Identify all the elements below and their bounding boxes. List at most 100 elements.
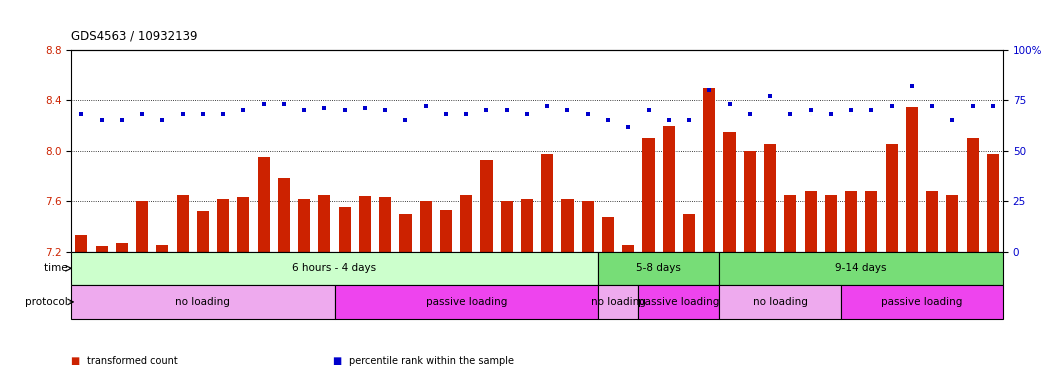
Bar xyxy=(764,144,776,252)
Bar xyxy=(258,157,270,252)
Bar xyxy=(966,138,979,252)
Point xyxy=(235,107,251,114)
Bar xyxy=(825,195,837,252)
Point xyxy=(73,111,90,118)
Point xyxy=(377,107,394,114)
Bar xyxy=(743,151,756,252)
Point xyxy=(539,103,556,109)
Bar xyxy=(987,154,999,252)
Bar xyxy=(804,191,817,252)
Text: no loading: no loading xyxy=(591,297,646,307)
Point xyxy=(620,124,637,130)
Bar xyxy=(886,144,897,252)
Bar xyxy=(723,132,736,252)
Bar xyxy=(420,201,431,252)
Text: no loading: no loading xyxy=(176,297,230,307)
Text: passive loading: passive loading xyxy=(882,297,962,307)
Bar xyxy=(481,159,492,252)
Bar xyxy=(460,195,472,252)
Bar xyxy=(906,107,918,252)
Point xyxy=(316,105,333,111)
Point xyxy=(964,103,981,109)
Text: 9-14 days: 9-14 days xyxy=(836,263,887,273)
Bar xyxy=(598,285,639,319)
Point xyxy=(761,93,778,99)
Point xyxy=(843,107,860,114)
Point xyxy=(884,103,900,109)
Text: percentile rank within the sample: percentile rank within the sample xyxy=(349,356,514,366)
Point xyxy=(458,111,474,118)
Point xyxy=(823,111,840,118)
Text: passive loading: passive loading xyxy=(425,297,507,307)
Text: ■: ■ xyxy=(333,356,346,366)
Bar xyxy=(598,252,719,285)
Bar xyxy=(639,285,719,319)
Bar xyxy=(379,197,392,252)
Point xyxy=(741,111,758,118)
Point xyxy=(984,103,1001,109)
Point xyxy=(255,101,272,108)
Point xyxy=(661,118,677,124)
Point xyxy=(498,107,515,114)
Point xyxy=(113,118,130,124)
Bar xyxy=(926,191,938,252)
Bar xyxy=(156,245,169,252)
Bar xyxy=(318,195,331,252)
Point xyxy=(802,107,819,114)
Bar xyxy=(946,195,958,252)
Point xyxy=(478,107,495,114)
Bar xyxy=(71,252,598,285)
Text: 6 hours - 4 days: 6 hours - 4 days xyxy=(292,263,377,273)
Point xyxy=(357,105,374,111)
Bar xyxy=(116,243,128,252)
Bar xyxy=(277,179,290,252)
Text: GDS4563 / 10932139: GDS4563 / 10932139 xyxy=(71,29,198,42)
Point xyxy=(944,118,961,124)
Point xyxy=(174,111,191,118)
Text: ■: ■ xyxy=(71,356,84,366)
Text: time: time xyxy=(44,263,71,273)
Bar xyxy=(841,285,1003,319)
Point xyxy=(438,111,454,118)
Point xyxy=(134,111,151,118)
Bar xyxy=(704,88,715,252)
Point xyxy=(154,118,171,124)
Point xyxy=(275,101,292,108)
Point xyxy=(863,107,879,114)
Bar xyxy=(622,245,634,252)
Bar xyxy=(177,195,188,252)
Bar xyxy=(541,154,553,252)
Text: 5-8 days: 5-8 days xyxy=(637,263,682,273)
Bar xyxy=(500,201,513,252)
Bar xyxy=(663,126,675,252)
Bar xyxy=(865,191,877,252)
Bar xyxy=(95,247,108,252)
Point xyxy=(579,111,596,118)
Text: protocol: protocol xyxy=(25,297,71,307)
Bar xyxy=(197,211,209,252)
Point xyxy=(195,111,211,118)
Point xyxy=(397,118,414,124)
Point xyxy=(782,111,799,118)
Bar xyxy=(359,196,371,252)
Point xyxy=(721,101,738,108)
Text: passive loading: passive loading xyxy=(639,297,719,307)
Bar xyxy=(217,199,229,252)
Point xyxy=(904,83,920,89)
Bar xyxy=(335,285,598,319)
Point xyxy=(640,107,656,114)
Bar xyxy=(683,214,695,252)
Bar xyxy=(71,285,335,319)
Bar xyxy=(561,199,574,252)
Bar xyxy=(582,201,594,252)
Bar xyxy=(784,195,797,252)
Bar xyxy=(845,191,857,252)
Point xyxy=(700,87,717,93)
Bar xyxy=(602,217,615,252)
Bar xyxy=(238,197,249,252)
Bar xyxy=(298,199,310,252)
Point xyxy=(559,107,576,114)
Point xyxy=(681,118,697,124)
Point xyxy=(295,107,312,114)
Bar xyxy=(75,235,87,252)
